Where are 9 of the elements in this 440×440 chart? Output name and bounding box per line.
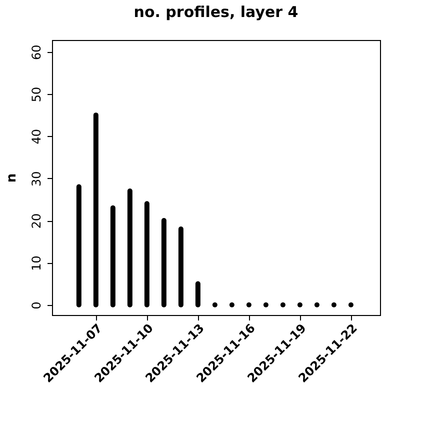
y-axis-title: n	[4, 173, 20, 183]
y-tick-label: 20	[30, 213, 44, 229]
y-tick-label: 10	[30, 256, 44, 271]
chart-title: no. profiles, layer 4	[134, 3, 298, 21]
y-tick-label: 60	[30, 44, 44, 60]
y-tick-label: 30	[30, 171, 44, 186]
y-tick-label: 40	[30, 129, 44, 144]
y-tick-label: 0	[30, 302, 44, 310]
y-tick-label: 50	[30, 86, 44, 102]
